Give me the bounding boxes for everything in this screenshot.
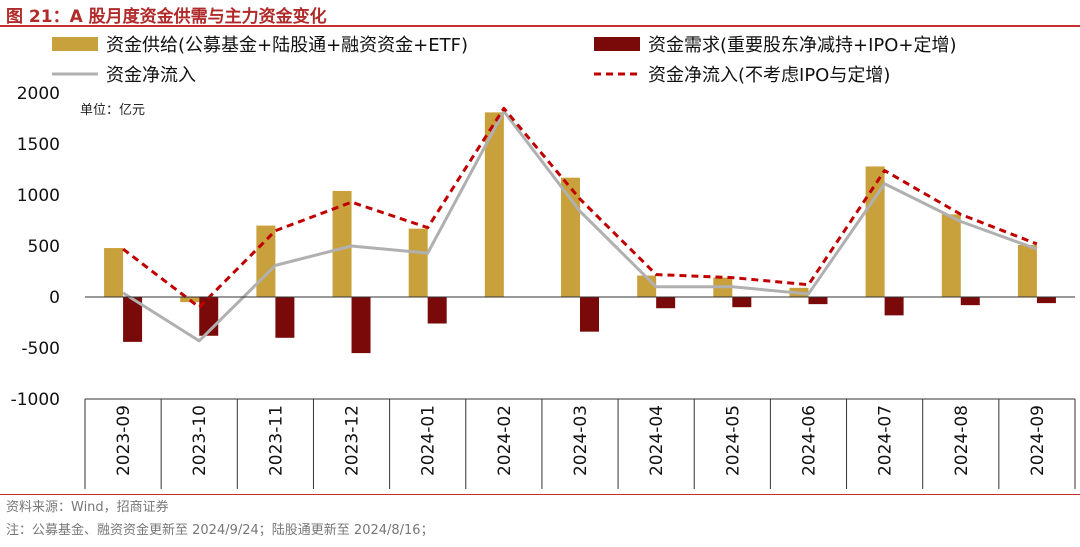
legend-label: 资金需求(重要股东净减持+IPO+定增) xyxy=(648,35,957,56)
demand-bar xyxy=(960,297,980,306)
x-tick-label: 2024-08 xyxy=(952,405,972,476)
lines xyxy=(122,106,1038,343)
x-tick-label: 2024-04 xyxy=(647,405,667,476)
y-tick-label: 1500 xyxy=(17,135,60,155)
x-tick-label: 2024-02 xyxy=(495,405,515,476)
x-tick-label: 2024-05 xyxy=(723,405,743,476)
unit-label: 单位：亿元 xyxy=(80,103,145,118)
title-rule xyxy=(0,25,1080,27)
demand-bar xyxy=(275,297,295,338)
supply-bar xyxy=(408,228,428,297)
figure-title: 图 21：A 股月度资金供需与主力资金变化 xyxy=(6,7,327,27)
legend-label: 资金净流入(不考虑IPO与定增) xyxy=(648,65,890,86)
demand-bar xyxy=(732,297,752,308)
x-tick-label: 2023-09 xyxy=(114,405,134,476)
net-inflow-line xyxy=(122,109,1038,343)
y-tick-label: 1000 xyxy=(17,186,60,206)
demand-bar xyxy=(351,297,371,354)
source-text: 资料来源：Wind，招商证券 xyxy=(6,500,169,515)
supply-bar xyxy=(941,214,961,297)
supply-bar xyxy=(484,112,504,297)
demand-bar xyxy=(656,297,676,309)
figure-header: 图 21：A 股月度资金供需与主力资金变化 xyxy=(0,0,1080,27)
x-tick-label: 2024-09 xyxy=(1028,405,1048,476)
supply-bar xyxy=(1017,244,1037,297)
supply-bar xyxy=(180,297,200,303)
y-tick-label: -500 xyxy=(21,339,60,359)
note-text: 注：公募基金、融资资金更新至 2024/9/24；陆股通更新至 2024/8/1… xyxy=(6,523,434,538)
footer-rule xyxy=(0,494,1080,495)
x-tick-label: 2023-11 xyxy=(266,405,286,476)
chart: 资金供给(公募基金+陆股通+融资资金+ETF) 资金需求(重要股东净减持+IPO+… xyxy=(11,35,1076,489)
demand-bar xyxy=(1036,297,1056,304)
x-tick-label: 2023-10 xyxy=(190,405,210,476)
y-tick-label: 2000 xyxy=(17,84,60,104)
x-tick-label: 2024-06 xyxy=(799,405,819,476)
y-tick-label: 500 xyxy=(28,237,60,257)
y-axis: -1000 -500 0 500 1000 1500 2000 xyxy=(11,84,60,410)
x-tick-label: 2024-01 xyxy=(419,405,439,476)
legend-label: 资金净流入 xyxy=(106,65,196,86)
legend-swatch xyxy=(52,37,98,51)
supply-bar xyxy=(865,166,885,297)
bars xyxy=(104,112,1056,354)
x-axis: 2023-09 2023-10 2023-11 2023-12 2024-01 2024-… xyxy=(84,399,1076,489)
net-inflow-excl-ipo-line xyxy=(122,106,1038,309)
demand-bar xyxy=(427,297,447,324)
y-tick-label: 0 xyxy=(49,288,60,308)
demand-bar xyxy=(884,297,904,316)
demand-bar xyxy=(580,297,599,332)
demand-bar xyxy=(808,297,828,305)
supply-bar xyxy=(332,190,352,297)
x-tick-label: 2024-07 xyxy=(876,405,896,476)
x-tick-label: 2023-12 xyxy=(343,405,363,476)
legend: 资金供给(公募基金+陆股通+融资资金+ETF) 资金需求(重要股东净减持+IPO+… xyxy=(52,35,957,86)
supply-bar xyxy=(256,225,276,297)
supply-bar xyxy=(104,248,124,297)
legend-label: 资金供给(公募基金+陆股通+融资资金+ETF) xyxy=(106,35,468,56)
legend-swatch xyxy=(594,37,640,51)
y-tick-label: -1000 xyxy=(11,390,60,410)
demand-bar xyxy=(123,297,143,342)
x-tick-label: 2024-03 xyxy=(571,405,591,476)
supply-bar xyxy=(561,177,580,297)
